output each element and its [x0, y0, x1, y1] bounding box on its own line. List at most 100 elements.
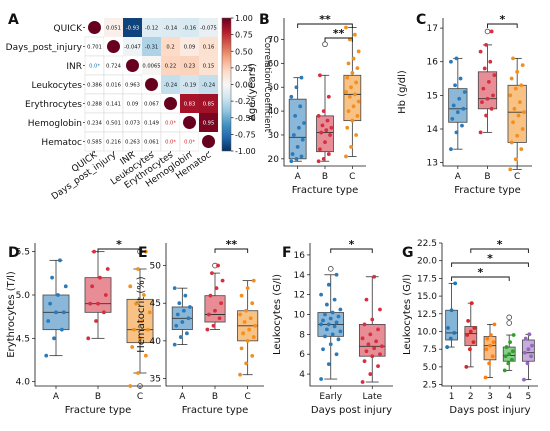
heatmap-cell	[161, 94, 180, 113]
y-tick-label: 12.5	[417, 310, 437, 320]
y-tick-label: 15	[427, 91, 438, 101]
correlation-cell	[161, 56, 180, 75]
data-point	[219, 301, 223, 306]
axes-spine	[442, 18, 532, 167]
correlation-cell	[180, 37, 199, 56]
box-group-C: C	[237, 278, 259, 402]
data-point	[515, 69, 520, 74]
outlier-marker	[137, 383, 143, 389]
x-tick-label: Late	[362, 392, 382, 402]
data-point	[128, 384, 133, 388]
cell-value: -0.16	[183, 26, 196, 32]
y-axis-label: Hematocrit (%)	[136, 276, 147, 352]
data-point	[449, 308, 454, 313]
data-point	[319, 322, 324, 327]
data-point	[344, 25, 348, 30]
panel-c-hb-boxplot: C 13 14 15 16 17 Hb (g/dl) Fracture type A B C *	[397, 12, 532, 196]
iqr-box	[448, 88, 468, 123]
data-point	[484, 347, 489, 352]
y-tick-label: 4	[299, 370, 305, 380]
data-point	[481, 86, 486, 91]
data-point	[509, 357, 514, 362]
data-point	[238, 312, 242, 317]
diagonal-marker	[164, 97, 177, 110]
data-point	[344, 154, 348, 159]
panel-d-erythrocytes-boxplot: D 4.0 4.5 5.0 5.5 Erythrocytes (T/l) Fracture …	[6, 238, 161, 416]
data-point	[329, 125, 334, 130]
outlier-marker	[506, 314, 513, 321]
data-point	[454, 56, 459, 61]
data-point	[103, 293, 108, 297]
y-tick-label: 4.0	[16, 378, 31, 388]
data-point	[503, 354, 508, 359]
data-point	[318, 147, 322, 152]
data-point	[465, 333, 470, 337]
data-point	[207, 312, 211, 317]
data-point	[376, 327, 380, 332]
significance-stars: **	[226, 238, 238, 251]
heatmap-cell: 0.0*	[160, 131, 181, 152]
heatmap-cell: 0.051	[104, 18, 123, 37]
cell-value: -0.24	[202, 83, 216, 89]
data-point	[328, 342, 333, 347]
data-point	[217, 316, 222, 321]
data-point	[253, 323, 258, 328]
panel-letter: B	[259, 12, 270, 28]
data-point	[362, 359, 367, 364]
data-point	[347, 37, 352, 42]
data-point	[519, 147, 524, 152]
bracket-line	[297, 23, 353, 28]
panel-letter: F	[282, 245, 292, 261]
pvalue-label: 0.0*	[165, 121, 176, 127]
correlation-cell	[142, 56, 161, 75]
data-point	[349, 85, 353, 90]
data-point	[345, 125, 350, 130]
data-point	[354, 133, 359, 137]
cell-value: 0.83	[184, 102, 196, 108]
data-point	[345, 75, 350, 80]
y-tick-label: 15.0	[417, 292, 437, 302]
y-tick-label: 14	[294, 271, 306, 281]
significance-bracket: *	[97, 238, 141, 253]
bracket-line	[470, 248, 529, 253]
cell-value: -0.075	[200, 26, 217, 32]
pvalue-label: 0.09	[127, 102, 139, 108]
data-point	[360, 380, 365, 384]
x-tick-label: 4	[506, 392, 512, 402]
y-tick-label: 12	[294, 291, 305, 301]
outlier-marker	[322, 41, 328, 48]
heatmap-cell: 0.22	[161, 56, 180, 75]
data-point	[349, 145, 353, 149]
data-point	[328, 316, 333, 321]
diagonal-marker	[145, 78, 158, 91]
data-point	[50, 275, 54, 280]
data-point	[323, 140, 327, 145]
y-tick-label: 8	[299, 330, 305, 340]
data-point	[140, 319, 144, 323]
data-point	[59, 327, 64, 332]
data-point	[92, 249, 96, 254]
data-point	[242, 320, 247, 324]
x-tick-label: B	[95, 392, 101, 402]
correlation-cell	[142, 37, 161, 56]
box-group-3: 3	[483, 322, 497, 402]
box-group-Early: Early	[317, 266, 345, 402]
data-point	[489, 29, 494, 34]
box-group-A: A	[42, 258, 70, 402]
cell-value: 0.22	[165, 64, 177, 70]
x-tick-label: B	[322, 172, 328, 182]
axes-spine	[34, 243, 161, 387]
iqr-box	[126, 298, 154, 344]
data-point	[491, 340, 496, 345]
data-point	[372, 346, 377, 351]
heatmap-cell: -0.075	[199, 18, 218, 37]
data-point	[134, 301, 138, 306]
data-point	[506, 361, 511, 366]
y-axis-label: Age (years)	[247, 63, 258, 121]
box-group-5: 5	[522, 332, 535, 402]
data-point	[250, 353, 255, 358]
heatmap-cell: 0.83	[180, 94, 199, 113]
correlation-cell	[123, 18, 142, 37]
data-point	[488, 343, 492, 348]
data-point	[325, 118, 330, 123]
